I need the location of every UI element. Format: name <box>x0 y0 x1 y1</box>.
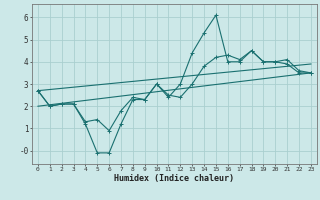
X-axis label: Humidex (Indice chaleur): Humidex (Indice chaleur) <box>115 174 234 183</box>
